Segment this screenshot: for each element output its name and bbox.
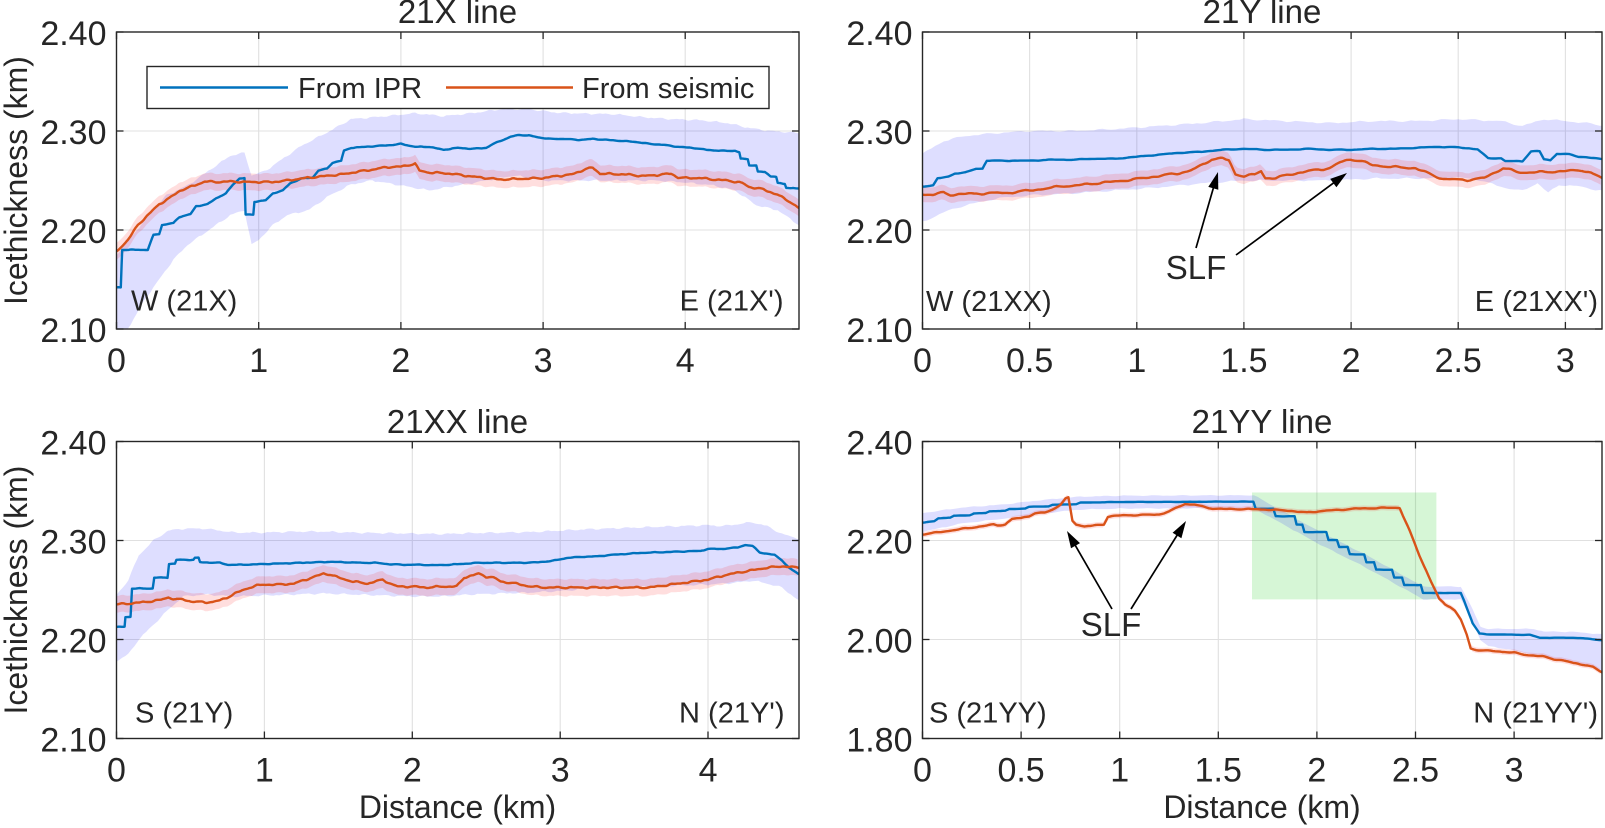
svg-text:W (21XX): W (21XX) <box>926 286 1052 318</box>
svg-text:2.20: 2.20 <box>846 213 912 251</box>
svg-text:2.10: 2.10 <box>40 722 106 760</box>
svg-text:1: 1 <box>249 342 268 380</box>
svg-text:2: 2 <box>391 342 410 380</box>
svg-text:2.30: 2.30 <box>846 114 912 152</box>
svg-text:2.30: 2.30 <box>40 114 106 152</box>
svg-text:1: 1 <box>1110 752 1129 790</box>
svg-text:3: 3 <box>1556 342 1575 380</box>
svg-text:21X line: 21X line <box>398 0 517 30</box>
svg-text:N (21YY'): N (21YY') <box>1473 698 1598 730</box>
svg-text:1.5: 1.5 <box>1220 342 1267 380</box>
svg-text:2.10: 2.10 <box>40 312 106 350</box>
svg-text:2.40: 2.40 <box>846 425 912 463</box>
svg-text:SLF: SLF <box>1166 249 1227 286</box>
svg-text:0.5: 0.5 <box>997 752 1044 790</box>
svg-text:2.40: 2.40 <box>846 15 912 53</box>
svg-text:2.5: 2.5 <box>1435 342 1482 380</box>
svg-text:2.20: 2.20 <box>846 524 912 562</box>
svg-text:0: 0 <box>107 752 126 790</box>
svg-text:E (21XX'): E (21XX') <box>1475 286 1598 318</box>
svg-text:Icethickness (km): Icethickness (km) <box>0 466 34 715</box>
svg-text:4: 4 <box>676 342 695 380</box>
svg-text:0: 0 <box>913 752 932 790</box>
svg-text:21XX line: 21XX line <box>387 403 528 440</box>
svg-text:2.20: 2.20 <box>40 213 106 251</box>
svg-text:Distance (km): Distance (km) <box>359 789 556 825</box>
svg-text:1.5: 1.5 <box>1195 752 1242 790</box>
svg-text:Distance (km): Distance (km) <box>1163 789 1360 825</box>
svg-text:2: 2 <box>403 752 422 790</box>
svg-text:3: 3 <box>1505 752 1524 790</box>
svg-text:SLF: SLF <box>1081 606 1142 643</box>
svg-text:E (21X'): E (21X') <box>680 286 784 318</box>
svg-text:2.30: 2.30 <box>40 524 106 562</box>
svg-text:4: 4 <box>699 752 718 790</box>
svg-text:2.10: 2.10 <box>846 312 912 350</box>
svg-text:S (21Y): S (21Y) <box>135 698 233 730</box>
svg-text:2.20: 2.20 <box>40 623 106 661</box>
svg-text:21Y line: 21Y line <box>1203 0 1322 30</box>
svg-text:2.40: 2.40 <box>40 15 106 53</box>
svg-text:3: 3 <box>534 342 553 380</box>
svg-text:From IPR: From IPR <box>298 73 422 105</box>
svg-text:2: 2 <box>1342 342 1361 380</box>
svg-text:0.5: 0.5 <box>1006 342 1053 380</box>
svg-text:1: 1 <box>255 752 274 790</box>
svg-text:1: 1 <box>1127 342 1146 380</box>
svg-text:2: 2 <box>1307 752 1326 790</box>
svg-text:N (21Y'): N (21Y') <box>679 698 784 730</box>
svg-text:1.80: 1.80 <box>846 722 912 760</box>
svg-text:0: 0 <box>913 342 932 380</box>
svg-text:3: 3 <box>551 752 570 790</box>
svg-text:W (21X): W (21X) <box>131 286 237 318</box>
svg-text:S (21YY): S (21YY) <box>929 698 1047 730</box>
svg-text:Icethickness (km): Icethickness (km) <box>0 56 34 305</box>
svg-text:21YY line: 21YY line <box>1192 403 1333 440</box>
svg-text:From seismic: From seismic <box>582 73 754 105</box>
svg-text:2.00: 2.00 <box>846 623 912 661</box>
svg-text:2.40: 2.40 <box>40 425 106 463</box>
svg-text:2.5: 2.5 <box>1392 752 1439 790</box>
svg-text:0: 0 <box>107 342 126 380</box>
